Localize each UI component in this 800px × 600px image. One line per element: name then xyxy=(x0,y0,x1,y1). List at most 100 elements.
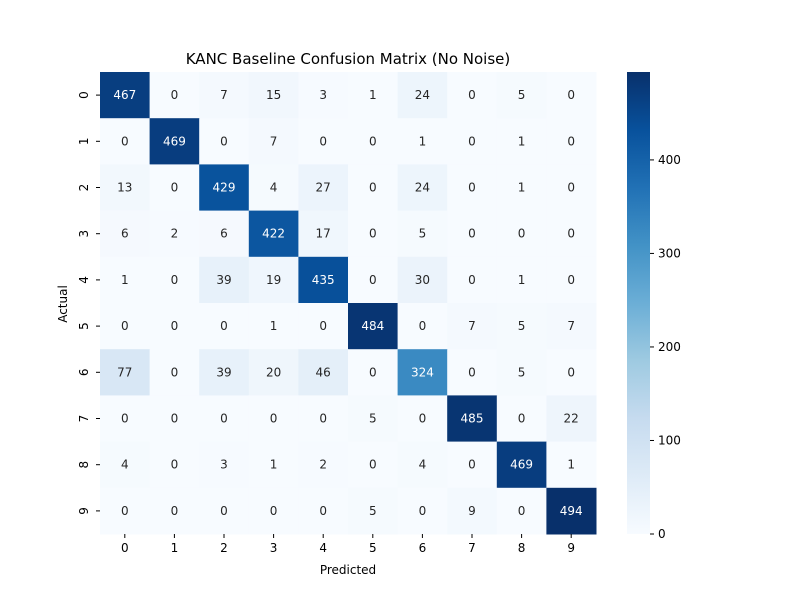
cell-value-label: 27 xyxy=(316,181,331,195)
heatmap-cell xyxy=(298,210,349,258)
cell-value-label: 13 xyxy=(117,181,132,195)
cell-value-label: 15 xyxy=(266,88,281,102)
heatmap-cell xyxy=(199,72,250,119)
cell-value-label: 0 xyxy=(369,134,377,148)
cell-value-label: 469 xyxy=(163,134,186,148)
heatmap-cell xyxy=(298,349,349,396)
heatmap-cell xyxy=(348,164,399,212)
heatmap-cell xyxy=(149,395,200,443)
heatmap-cell xyxy=(298,72,349,119)
heatmap-cell xyxy=(447,395,498,443)
cell-value-label: 422 xyxy=(262,227,285,241)
heatmap-cell xyxy=(149,72,200,119)
heatmap-cell xyxy=(298,441,349,489)
cell-value-label: 0 xyxy=(171,319,179,333)
heatmap-cell xyxy=(348,210,399,258)
heatmap-cell xyxy=(248,349,299,396)
y-axis-ticks: 0 1 2 3 4 5 6 7 8 9 xyxy=(77,91,100,515)
heatmap-cell xyxy=(348,441,399,489)
cell-value-label: 0 xyxy=(171,412,179,426)
cell-value-label: 19 xyxy=(266,273,281,287)
heatmap-cell xyxy=(447,349,498,396)
heatmap-cell xyxy=(397,441,448,489)
heatmap-cell xyxy=(248,256,299,304)
heatmap-cell xyxy=(149,441,200,489)
cell-value-label: 5 xyxy=(518,365,526,379)
heatmap-cell xyxy=(447,303,498,350)
cell-value-label: 0 xyxy=(567,134,575,148)
x-tick-label: 9 xyxy=(567,541,575,555)
heatmap-cell xyxy=(546,303,597,350)
heatmap-cell xyxy=(397,349,448,396)
cell-value-label: 9 xyxy=(468,504,476,518)
heatmap-cell xyxy=(447,441,498,489)
heatmap-cell xyxy=(298,118,349,165)
cell-value-label: 0 xyxy=(468,365,476,379)
heatmap-cell xyxy=(496,303,547,350)
heatmap-cell xyxy=(496,256,547,304)
cell-value-label: 24 xyxy=(415,88,430,102)
heatmap-cell xyxy=(496,118,547,165)
chart-title: KANC Baseline Confusion Matrix (No Noise… xyxy=(186,50,511,68)
cell-value-label: 467 xyxy=(113,88,136,102)
heatmap-cell xyxy=(248,441,299,489)
x-tick-label: 5 xyxy=(369,541,377,555)
cell-value-label: 0 xyxy=(518,412,526,426)
cell-value-label: 0 xyxy=(220,134,228,148)
cell-value-label: 0 xyxy=(369,458,377,472)
heatmap-cell xyxy=(248,487,299,535)
cell-value-label: 0 xyxy=(567,227,575,241)
heatmap-cell xyxy=(149,487,200,535)
heatmap-cell xyxy=(199,210,250,258)
cell-value-label: 0 xyxy=(319,134,327,148)
heatmap-cell xyxy=(100,441,151,489)
heatmap-cell xyxy=(496,349,547,396)
cell-value-label: 0 xyxy=(319,504,327,518)
y-tick-label: 9 xyxy=(77,507,91,515)
x-tick-label: 7 xyxy=(468,541,476,555)
heatmap-cell xyxy=(397,395,448,443)
cell-value-label: 1 xyxy=(518,273,526,287)
cell-value-label: 0 xyxy=(171,458,179,472)
x-tick-label: 3 xyxy=(270,541,278,555)
heatmap-cell xyxy=(496,487,547,535)
colorbar-tick-label: 400 xyxy=(658,153,681,167)
x-axis-label: Predicted xyxy=(320,563,376,577)
heatmap-cell xyxy=(100,303,151,350)
heatmap-cell xyxy=(199,487,250,535)
cell-value-label: 0 xyxy=(319,319,327,333)
cell-value-label: 39 xyxy=(216,273,231,287)
heatmap-cell xyxy=(100,72,151,119)
cell-value-label: 77 xyxy=(117,365,132,379)
cell-value-label: 1 xyxy=(419,134,427,148)
heatmap-cell xyxy=(199,256,250,304)
cell-value-label: 1 xyxy=(518,181,526,195)
heatmap-cell xyxy=(100,210,151,258)
heatmap-cell xyxy=(298,164,349,212)
cell-value-label: 0 xyxy=(518,504,526,518)
heatmap-cell xyxy=(447,118,498,165)
cell-value-label: 469 xyxy=(510,458,533,472)
heatmap-cell xyxy=(397,210,448,258)
cell-value-label: 0 xyxy=(171,181,179,195)
cell-value-label: 0 xyxy=(319,412,327,426)
heatmap-cell xyxy=(298,487,349,535)
heatmap-cell xyxy=(348,303,399,350)
y-tick-label: 1 xyxy=(77,137,91,145)
heatmap-cell xyxy=(199,441,250,489)
heatmap-cell xyxy=(248,303,299,350)
cell-value-label: 1 xyxy=(270,458,278,472)
heatmap-cell xyxy=(298,256,349,304)
heatmap-cell xyxy=(100,349,151,396)
heatmap-cell xyxy=(447,164,498,212)
heatmap-cell xyxy=(149,164,200,212)
cell-value-label: 6 xyxy=(121,227,129,241)
cell-value-label: 0 xyxy=(369,227,377,241)
cell-value-label: 1 xyxy=(369,88,377,102)
cell-value-label: 0 xyxy=(567,88,575,102)
heatmap-cell xyxy=(100,487,151,535)
cell-value-label: 0 xyxy=(419,412,427,426)
cell-value-label: 20 xyxy=(266,365,281,379)
y-axis-label: Actual xyxy=(56,285,70,323)
